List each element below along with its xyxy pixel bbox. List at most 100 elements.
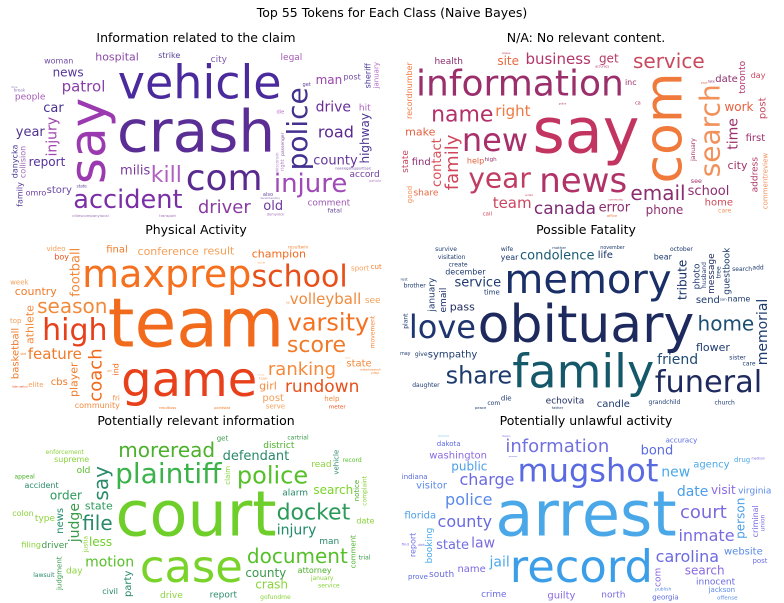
word-service: service [318, 583, 340, 590]
word-date: date [715, 74, 738, 85]
word-com: com [186, 158, 263, 199]
word-state: state [401, 150, 411, 173]
word-washington: washington [429, 451, 487, 462]
word-help: help [467, 156, 484, 165]
word-sport: sport [351, 264, 369, 272]
word-stat: stat [20, 352, 27, 356]
word-com: com [487, 400, 500, 407]
word-varsity: varsity [288, 309, 370, 337]
word-court: court [115, 478, 276, 551]
word-game: game [121, 352, 257, 408]
word-october: october [670, 246, 693, 253]
word-mugshot: mugshot [518, 452, 659, 490]
word-vehicle: vehicle [333, 450, 341, 475]
word-sympathy: sympathy [428, 349, 478, 360]
word-january: january [372, 62, 380, 89]
word-crash: crash [255, 578, 288, 592]
word-bear: bear [654, 252, 673, 261]
word-january: january [690, 138, 697, 162]
word-maxprep: maxprep [82, 252, 251, 296]
word-search: search [685, 563, 725, 577]
word-year: year [16, 125, 46, 140]
word-home: home [705, 198, 733, 209]
word-record: record [510, 540, 653, 593]
word-basketball: basketball [10, 328, 21, 379]
word-daughter: daughter [412, 382, 440, 389]
word-top: top [10, 317, 22, 325]
word-family: family [442, 134, 463, 190]
word-alarm: alarm [282, 489, 308, 499]
word-share: share [413, 189, 438, 199]
word-county: county [245, 566, 286, 580]
word-prove: prove [408, 573, 428, 581]
word-news: news [55, 508, 66, 534]
word-virginia: virginia [738, 486, 771, 496]
wordcloud: say com information news new year search name em… [398, 50, 774, 220]
word-accord: accord [350, 170, 380, 180]
word-brother: brother [404, 282, 427, 289]
word-milis: milis [120, 163, 150, 178]
word-crime: crime [481, 590, 507, 600]
word-community: community [75, 401, 120, 410]
word-search: search [732, 266, 752, 273]
word-man: man [319, 537, 339, 547]
word-rest: rest [401, 276, 409, 281]
word-date: date [356, 517, 374, 526]
word-year: year [468, 161, 531, 194]
word-news: news [539, 161, 627, 201]
word-see: see [691, 177, 702, 185]
word-care: care [743, 360, 756, 367]
word-plaintiff: plaintiff [115, 457, 222, 490]
word-family: family [15, 182, 24, 207]
word-patrol: patrol [62, 78, 106, 96]
word-document: document [247, 544, 348, 568]
word-omro: omro [26, 188, 47, 197]
word-time: time [726, 118, 742, 150]
word-drug: drug [734, 456, 750, 464]
word-old: old [77, 466, 91, 476]
word-old: old [263, 199, 283, 214]
word-read: read [311, 460, 331, 470]
word-presume: presume [509, 455, 519, 458]
word-indiana: indiana [402, 473, 428, 481]
word-rundown: rundown [285, 377, 359, 397]
word-first: first [746, 133, 766, 144]
word-ranking: ranking [268, 359, 336, 380]
word-church: church [715, 399, 736, 406]
wordcloud: court case plaintiff police docket document mo… [8, 433, 384, 603]
word-south: south [429, 570, 454, 580]
word-date: date [677, 484, 709, 500]
word-memory: memory [504, 257, 671, 303]
word-get: get [599, 52, 619, 66]
word-care: care [718, 207, 731, 214]
word-person: person [733, 498, 747, 539]
word-case: case [140, 540, 243, 593]
word-cut: cut [371, 263, 382, 271]
panel-title: Possible Fatality [536, 222, 636, 237]
word-drive: drive [11, 85, 18, 89]
word-visitor: visitor [416, 481, 448, 492]
word-police: police [445, 490, 492, 509]
word-police: police [237, 462, 308, 490]
word-file: file [82, 511, 112, 535]
word-hospital: hospital [95, 51, 139, 64]
word-score: score [287, 333, 346, 358]
panel-title: Potentially unlawful activity [499, 413, 673, 428]
word-die: die [276, 109, 284, 115]
word-find: find [412, 157, 431, 168]
word-motion: motion [85, 554, 134, 570]
word-get: get [303, 82, 311, 88]
word-country: country [15, 285, 58, 298]
word-share: share [446, 362, 513, 390]
word-play: play [371, 370, 380, 375]
word-page: page [701, 82, 708, 85]
word-right: right [280, 159, 286, 171]
word-visit: visit [711, 483, 736, 497]
word-error: error [599, 201, 631, 216]
wordcloud-panel-na: N/A: No relevant content. say com informat… [398, 30, 774, 220]
word-photo: photo [692, 263, 702, 289]
wordcloud: obituary family memory funeral love share home… [398, 242, 774, 412]
word-may: may [400, 352, 411, 357]
word-toronto: toronto [738, 60, 748, 93]
word-recordnumber: recordnumber [405, 61, 414, 118]
